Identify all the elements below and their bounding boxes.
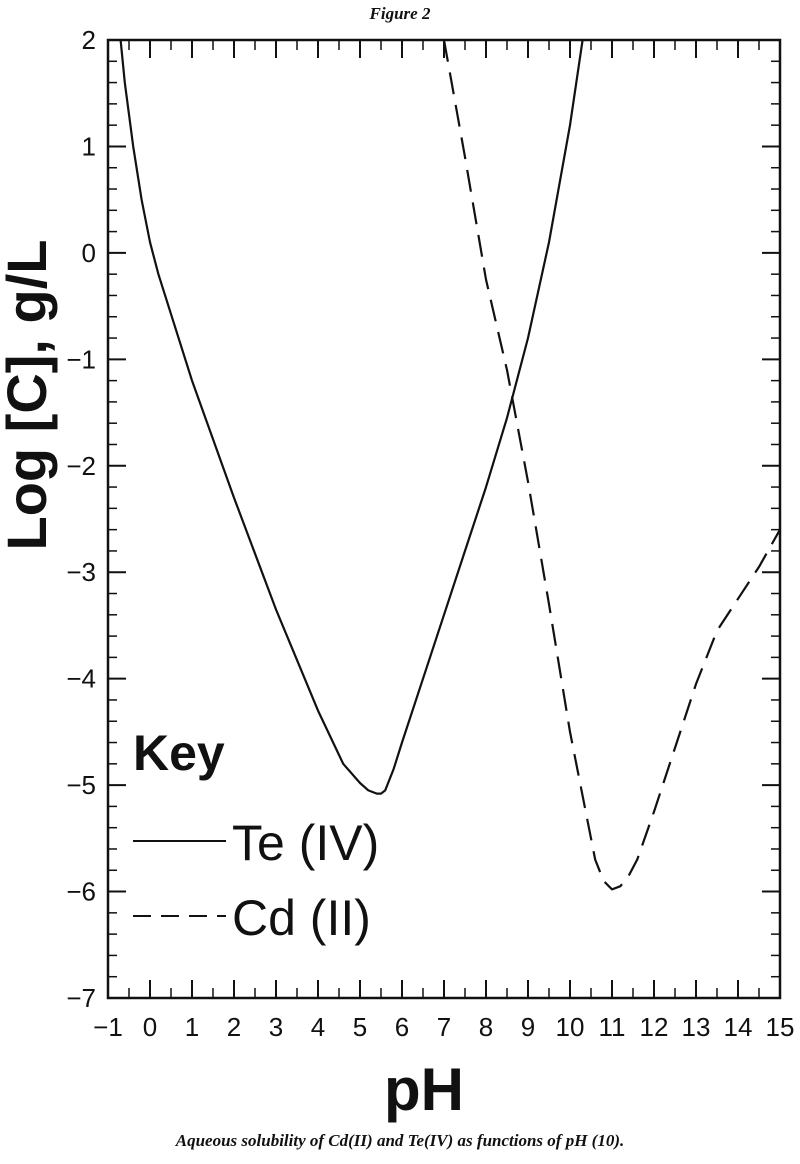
series-layer <box>119 40 780 891</box>
legend-title: Key <box>133 725 225 781</box>
y-tick-label: 0 <box>82 238 96 268</box>
series-line-cd <box>442 40 780 891</box>
plot-frame <box>106 38 782 1000</box>
x-tick-label: 2 <box>227 1012 241 1042</box>
x-tick-label: 11 <box>599 1012 626 1042</box>
x-tick-label: 13 <box>682 1012 711 1042</box>
y-tick-label: −2 <box>66 451 96 481</box>
x-tick-label: 5 <box>353 1012 367 1042</box>
x-tick-label: 4 <box>311 1012 325 1042</box>
legend: Key Te (IV) Cd (II) <box>133 725 379 946</box>
x-tick-label: 8 <box>479 1012 493 1042</box>
x-tick-label: 10 <box>556 1012 585 1042</box>
series-line-te <box>119 40 584 795</box>
x-tick-label: 15 <box>766 1012 795 1042</box>
x-tick-label: 1 <box>185 1012 199 1042</box>
x-tick-label: 0 <box>143 1012 157 1042</box>
x-tick-label: −1 <box>93 1012 123 1042</box>
figure-label: Figure 2 <box>369 4 431 23</box>
x-tick-label: 6 <box>395 1012 409 1042</box>
x-tick-label: 7 <box>437 1012 451 1042</box>
y-tick-label: −1 <box>66 344 96 374</box>
y-axis-title: Log [C], g/L <box>0 239 58 550</box>
x-tick-label: 12 <box>640 1012 669 1042</box>
x-tick-label: 14 <box>724 1012 753 1042</box>
axis-ticks: −1 0 1 2 3 4 5 6 7 8 9 10 11 12 13 14 15−7−6−5−4−3−2−101… <box>66 25 794 1042</box>
y-tick-label: −4 <box>66 664 96 694</box>
x-axis-title: pH <box>384 1056 464 1123</box>
y-tick-label: −6 <box>66 877 96 907</box>
legend-label-cd: Cd (II) <box>232 890 371 946</box>
x-tick-label: 3 <box>269 1012 283 1042</box>
legend-label-te: Te (IV) <box>232 815 379 871</box>
figure-caption: Aqueous solubility of Cd(II) and Te(IV) … <box>175 1131 625 1150</box>
x-tick-label: 9 <box>521 1012 535 1042</box>
y-tick-label: −5 <box>66 770 96 800</box>
y-tick-label: −7 <box>66 983 96 1013</box>
y-tick-label: 2 <box>82 25 96 55</box>
y-tick-label: −3 <box>66 557 96 587</box>
y-tick-label: 1 <box>82 131 96 161</box>
